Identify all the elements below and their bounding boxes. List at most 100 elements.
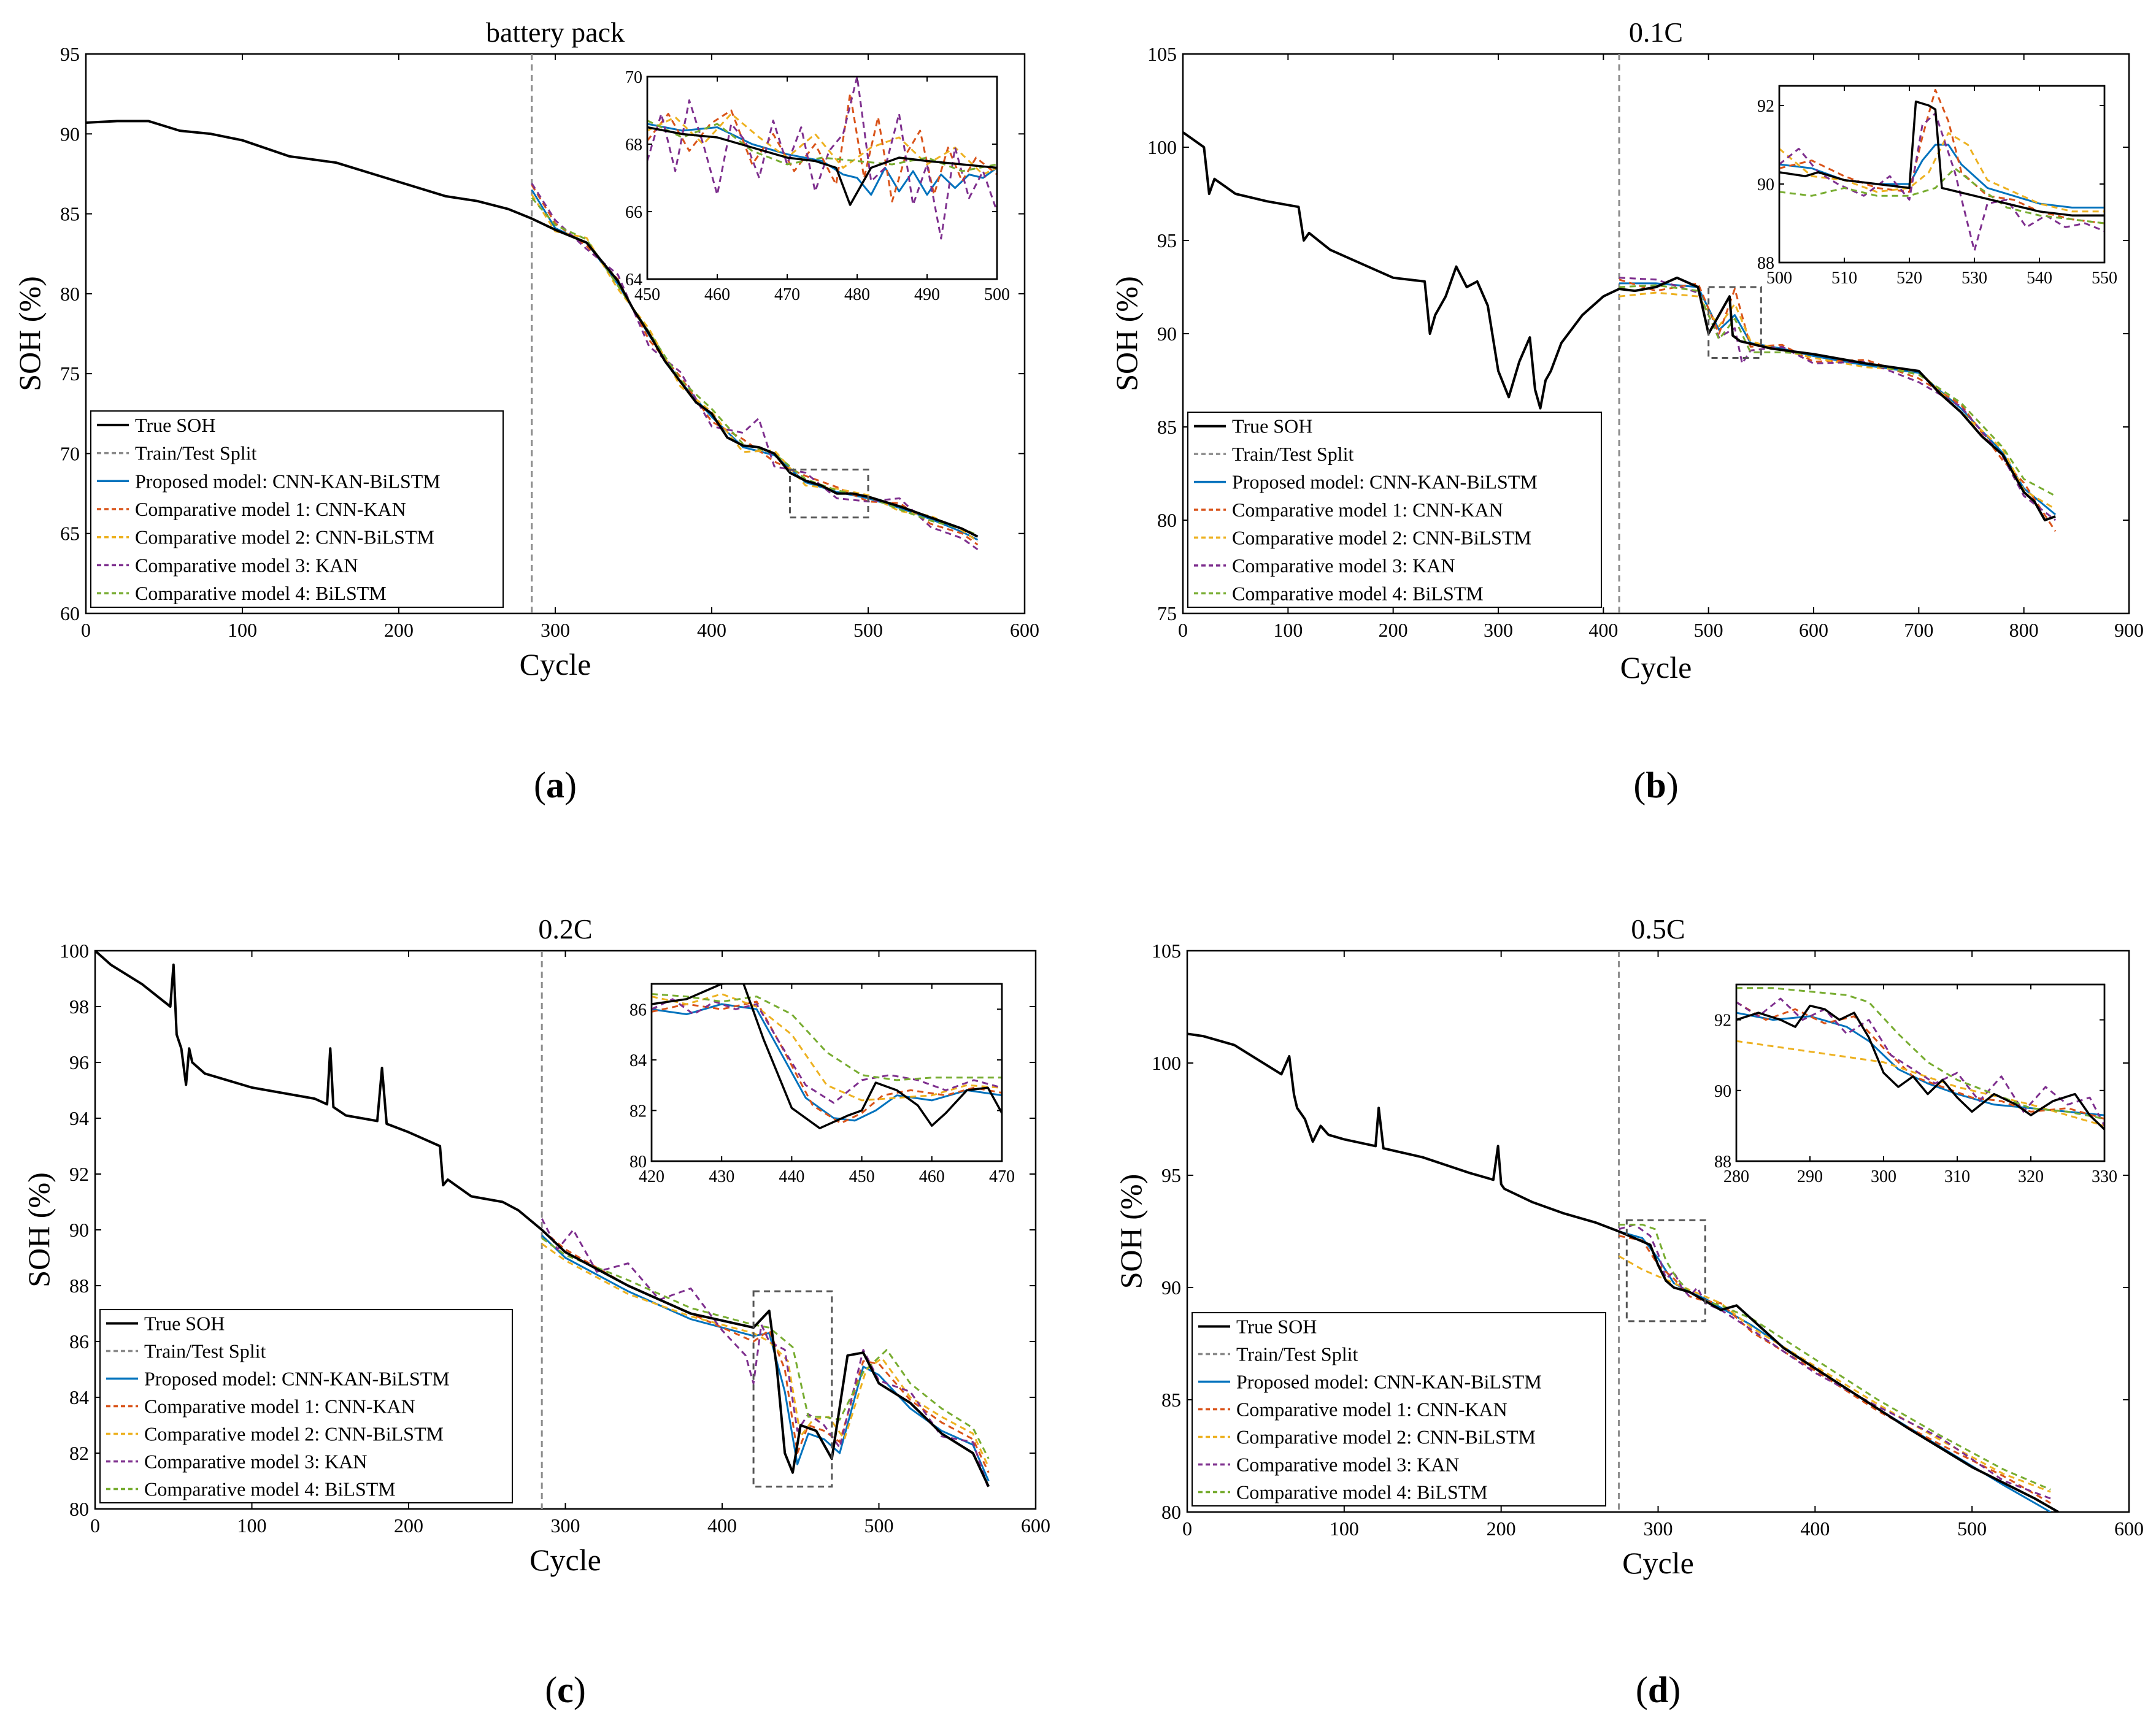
inset-y-tick-label: 90 — [1714, 1082, 1731, 1101]
x-tick-label: 100 — [1273, 619, 1303, 641]
x-axis-title: Cycle — [520, 647, 591, 681]
series-line — [86, 120, 979, 538]
inset-x-tick-label: 310 — [1944, 1167, 1970, 1186]
x-tick-label: 200 — [394, 1514, 423, 1537]
legend-box — [99, 1309, 513, 1503]
inset-x-tick-label: 490 — [914, 285, 940, 304]
y-tick-label: 88 — [69, 1275, 89, 1297]
series-line — [1736, 987, 2104, 1120]
inset-y-tick-label: 82 — [629, 1102, 647, 1121]
y-tick-label: 95 — [1161, 1164, 1181, 1186]
legend-entry: Comparative model 3: KAN — [1232, 555, 1455, 577]
inset-x-tick-label: 320 — [2018, 1167, 2044, 1186]
x-tick-label: 400 — [697, 619, 726, 641]
series-line — [647, 93, 997, 202]
inset-plot: 450 460 470 480 490 500 64 66 68 70 — [625, 68, 1010, 304]
chart-panel-b: 0.1C 0 100 200 300 400 500 600 700 800 900 75 80 85 90… — [1109, 17, 2144, 805]
x-tick-label: 600 — [1799, 619, 1828, 641]
y-tick-label: 82 — [69, 1442, 89, 1464]
x-tick-label: 500 — [853, 619, 883, 641]
x-axis-title: Cycle — [1620, 650, 1692, 685]
x-tick-label: 400 — [1800, 1518, 1830, 1540]
series-line — [1736, 1004, 2104, 1130]
legend: True SOH Train/Test Split Proposed model: … — [90, 410, 504, 608]
legend-entry: Comparative model 3: KAN — [144, 1451, 367, 1473]
y-axis-title: SOH (%) — [21, 1172, 56, 1287]
inset-x-tick-label: 470 — [989, 1167, 1015, 1186]
inset-x-tick-label: 460 — [704, 285, 730, 304]
inset-y-tick-label: 84 — [629, 1051, 647, 1070]
panel-label: (d) — [1636, 1670, 1681, 1710]
legend-entry: True SOH — [135, 414, 215, 436]
inset-x-tick-label: 450 — [634, 285, 660, 304]
inset-x-tick-label: 480 — [844, 285, 870, 304]
inset-plot: 500 510 520 530 540 550 88 90 92 — [1757, 85, 2117, 288]
x-tick-label: 200 — [1379, 619, 1408, 641]
inset-x-tick-label: 500 — [1766, 269, 1792, 288]
chart-title: 0.5C — [1631, 913, 1685, 945]
y-tick-label: 92 — [69, 1163, 89, 1185]
inset-y-tick-label: 90 — [1757, 175, 1774, 194]
series-line — [1183, 131, 2056, 521]
inset-frame — [650, 983, 1003, 1162]
legend-entry: Train/Test Split — [135, 442, 257, 464]
x-tick-label: 500 — [1957, 1518, 1987, 1540]
x-tick-label: 400 — [1588, 619, 1618, 641]
legend-entry: Train/Test Split — [144, 1340, 266, 1362]
inset-x-tick-label: 510 — [1831, 269, 1857, 288]
y-tick-label: 100 — [1152, 1052, 1181, 1074]
x-tick-label: 700 — [1904, 619, 1933, 641]
y-tick-label: 95 — [1157, 229, 1177, 251]
inset-x-tick-label: 500 — [984, 285, 1010, 304]
legend-entry: Comparative model 2: CNN-BiLSTM — [1232, 526, 1531, 548]
y-tick-label: 84 — [69, 1386, 89, 1408]
inset-plot: 420 430 440 450 460 470 80 82 84 86 — [629, 983, 1015, 1186]
x-tick-label: 0 — [81, 619, 91, 641]
inset-x-tick-label: 440 — [779, 1167, 804, 1186]
inset-x-tick-label: 290 — [1797, 1167, 1823, 1186]
legend-entry: Comparative model 4: BiLSTM — [144, 1478, 396, 1500]
inset-x-tick-label: 540 — [2027, 269, 2052, 288]
y-tick-label: 105 — [1147, 43, 1177, 65]
inset-frame-outline — [646, 75, 998, 280]
legend-entry: Proposed model: CNN-KAN-BiLSTM — [144, 1368, 450, 1390]
x-tick-label: 200 — [1487, 1518, 1516, 1540]
y-tick-label: 95 — [60, 43, 80, 65]
series-line — [95, 951, 990, 1487]
legend-entry: Comparative model 2: CNN-BiLSTM — [135, 526, 434, 548]
y-tick-label: 94 — [69, 1107, 89, 1129]
inset-x-tick-label: 420 — [639, 1167, 664, 1186]
plot-data — [1187, 951, 2059, 1512]
legend: True SOH Train/Test Split Proposed model: … — [1192, 1312, 1606, 1506]
x-tick-label: 300 — [1644, 1518, 1673, 1540]
x-tick-label: 0 — [1182, 1518, 1192, 1540]
series-line — [647, 113, 997, 175]
panel-label: (c) — [545, 1670, 586, 1710]
x-tick-label: 300 — [1484, 619, 1513, 641]
inset-x-tick-label: 280 — [1723, 1167, 1749, 1186]
legend-entry: Comparative model 2: CNN-BiLSTM — [144, 1423, 444, 1445]
x-tick-label: 0 — [90, 1514, 100, 1537]
inset-y-tick-label: 88 — [1714, 1153, 1731, 1172]
series-line — [1779, 100, 2104, 217]
y-tick-label: 80 — [1157, 509, 1177, 531]
inset-y-tick-label: 64 — [625, 271, 642, 290]
y-tick-label: 90 — [69, 1219, 89, 1241]
y-tick-label: 90 — [1161, 1276, 1181, 1299]
inset-x-tick-label: 550 — [2092, 269, 2117, 288]
y-tick-label: 90 — [60, 123, 80, 145]
legend-entry: True SOH — [1236, 1316, 1317, 1338]
series-line — [652, 998, 1002, 1104]
legend-entry: Comparative model 2: CNN-BiLSTM — [1236, 1426, 1536, 1448]
inset-y-tick-label: 92 — [1757, 97, 1774, 116]
x-tick-label: 200 — [384, 619, 414, 641]
plot-data — [1183, 54, 2057, 613]
x-tick-label: 500 — [864, 1514, 894, 1537]
inset-frame — [1778, 85, 2106, 264]
series-line — [647, 123, 997, 196]
chart-panel-c: 0.2C 0 100 200 300 400 500 600 80 82 84 86 88 90 92 94 9… — [21, 913, 1050, 1710]
inset-x-tick-label: 430 — [709, 1167, 734, 1186]
chart-title: battery pack — [486, 17, 625, 48]
zoom-region-box — [1625, 1219, 1706, 1322]
